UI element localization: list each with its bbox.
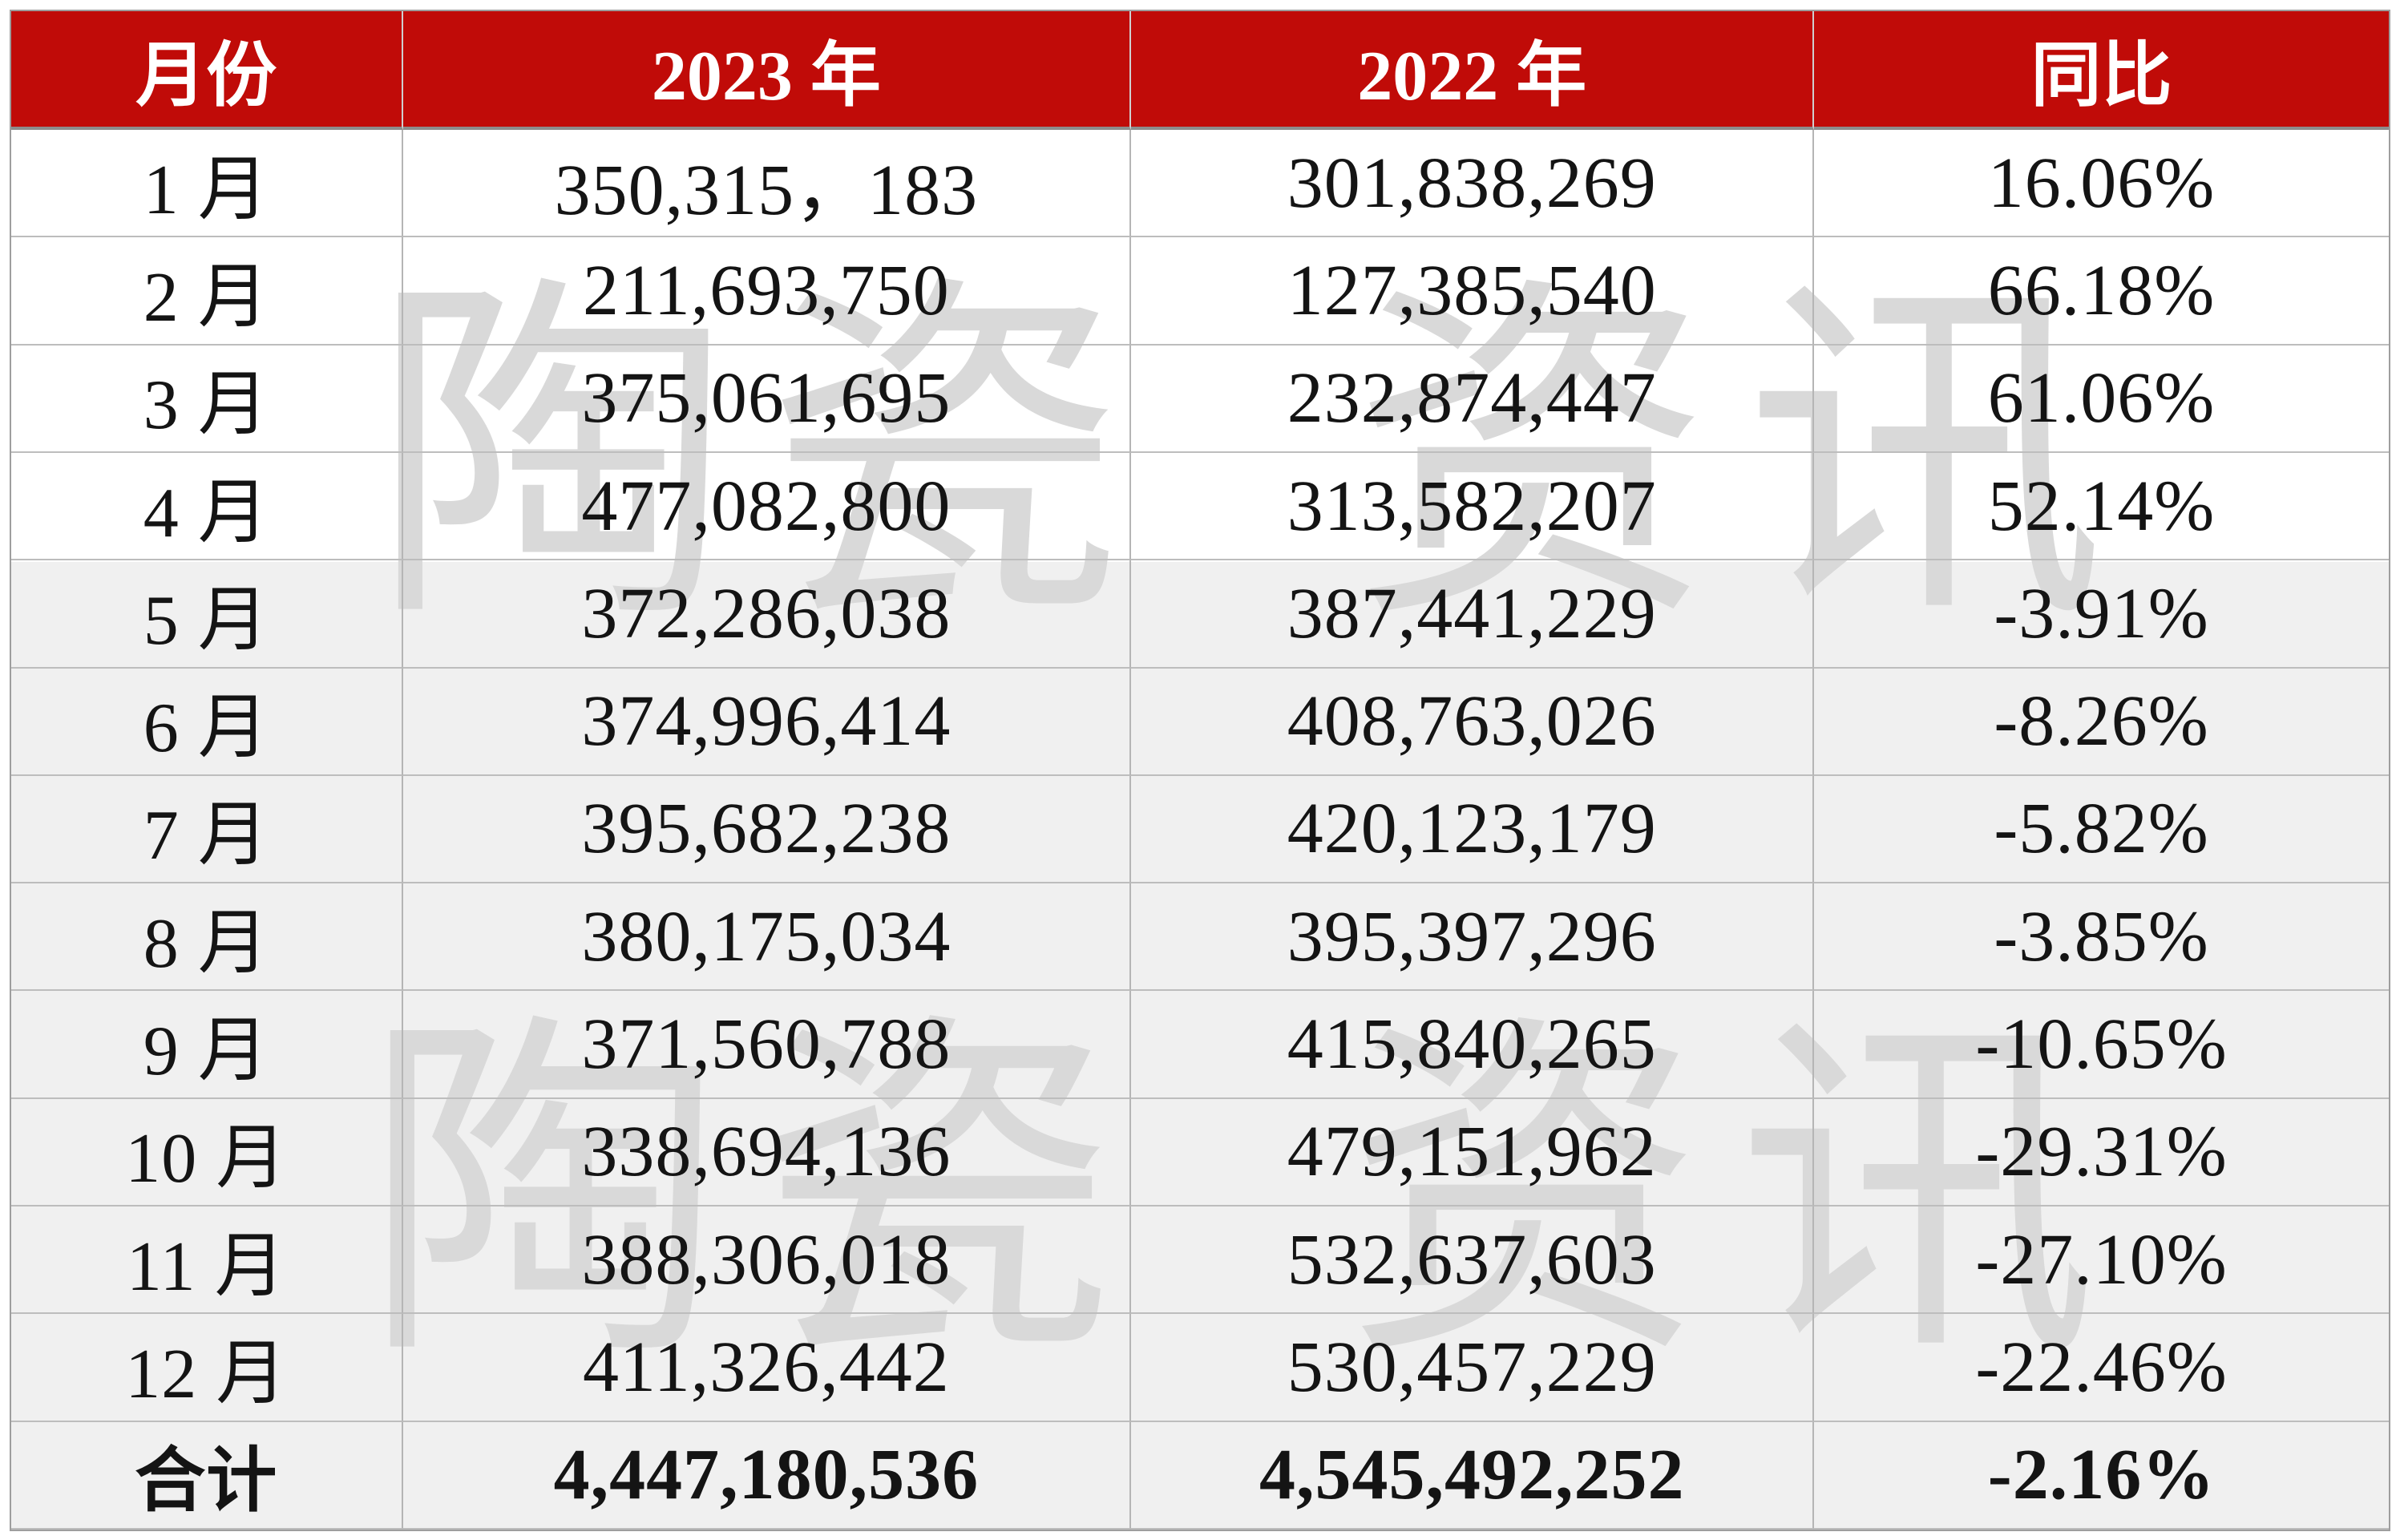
- row-1-yoy: 16.06%: [1814, 130, 2389, 238]
- row-5-value-2022: 387,441,229: [1131, 560, 1815, 669]
- row-4-value-2022: 313,582,207: [1131, 452, 1815, 561]
- row-8-value-2023: 380,175,034: [402, 883, 1132, 992]
- monthly-data-table: 月份 2023 年 2022 年 同比 1 月 350,315，183 301,83…: [10, 10, 2390, 1531]
- row-5-month: 5 月: [11, 560, 403, 669]
- row-2-value-2022: 127,385,540: [1131, 237, 1815, 346]
- row-9-value-2022: 415,840,265: [1131, 991, 1815, 1099]
- row-10-value-2022: 479,151,962: [1131, 1098, 1815, 1207]
- row-10-yoy: -29.31%: [1814, 1099, 2389, 1207]
- row-6-yoy: -8.26%: [1814, 669, 2389, 776]
- row-2-yoy: 66.18%: [1814, 237, 2389, 346]
- row-9-yoy: -10.65%: [1814, 991, 2389, 1099]
- row-11-yoy: -27.10%: [1814, 1207, 2389, 1315]
- row-1-value-2023: 350,315，183: [402, 130, 1132, 238]
- total-row-yoy: -2.16%: [1814, 1422, 2389, 1530]
- row-6-value-2022: 408,763,026: [1131, 668, 1815, 776]
- row-12-month: 12 月: [11, 1314, 403, 1422]
- row-5-yoy: -3.91%: [1814, 560, 2389, 669]
- row-3-value-2022: 232,874,447: [1131, 345, 1815, 453]
- row-10-month: 10 月: [11, 1098, 403, 1207]
- total-row-month: 合计: [11, 1421, 403, 1530]
- row-10-value-2023: 338,694,136: [402, 1098, 1132, 1207]
- row-7-yoy: -5.82%: [1814, 776, 2389, 884]
- row-8-value-2022: 395,397,296: [1131, 883, 1815, 992]
- row-12-value-2022: 530,457,229: [1131, 1314, 1815, 1422]
- row-12-value-2023: 411,326,442: [402, 1314, 1132, 1422]
- row-11-month: 11 月: [11, 1207, 403, 1315]
- row-3-month: 3 月: [11, 345, 403, 453]
- row-6-value-2023: 374,996,414: [402, 668, 1132, 776]
- row-1-value-2022: 301,838,269: [1131, 130, 1815, 238]
- row-11-value-2023: 388,306,018: [402, 1207, 1132, 1315]
- row-4-month: 4 月: [11, 452, 403, 561]
- row-8-yoy: -3.85%: [1814, 883, 2389, 992]
- header-year-2023: 2023 年: [402, 11, 1132, 130]
- row-7-value-2023: 395,682,238: [402, 775, 1132, 884]
- header-year-2022: 2022 年: [1131, 11, 1815, 130]
- row-8-month: 8 月: [11, 883, 403, 992]
- row-12-yoy: -22.46%: [1814, 1314, 2389, 1422]
- row-7-value-2022: 420,123,179: [1131, 775, 1815, 884]
- header-month: 月份: [11, 11, 403, 130]
- row-9-value-2023: 371,560,788: [402, 991, 1132, 1099]
- row-3-yoy: 61.06%: [1814, 346, 2389, 453]
- row-7-month: 7 月: [11, 775, 403, 884]
- row-2-value-2023: 211,693,750: [402, 237, 1132, 346]
- row-6-month: 6 月: [11, 668, 403, 776]
- row-4-value-2023: 477,082,800: [402, 452, 1132, 561]
- row-3-value-2023: 375,061,695: [402, 345, 1132, 453]
- row-2-month: 2 月: [11, 237, 403, 346]
- row-9-month: 9 月: [11, 991, 403, 1099]
- row-1-month: 1 月: [11, 130, 403, 238]
- header-yoy: 同比: [1814, 11, 2389, 130]
- row-5-value-2023: 372,286,038: [402, 560, 1132, 669]
- total-row-value-2023: 4,447,180,536: [402, 1421, 1132, 1530]
- total-row-value-2022: 4,545,492,252: [1131, 1421, 1815, 1530]
- row-4-yoy: 52.14%: [1814, 453, 2389, 561]
- row-11-value-2022: 532,637,603: [1131, 1207, 1815, 1315]
